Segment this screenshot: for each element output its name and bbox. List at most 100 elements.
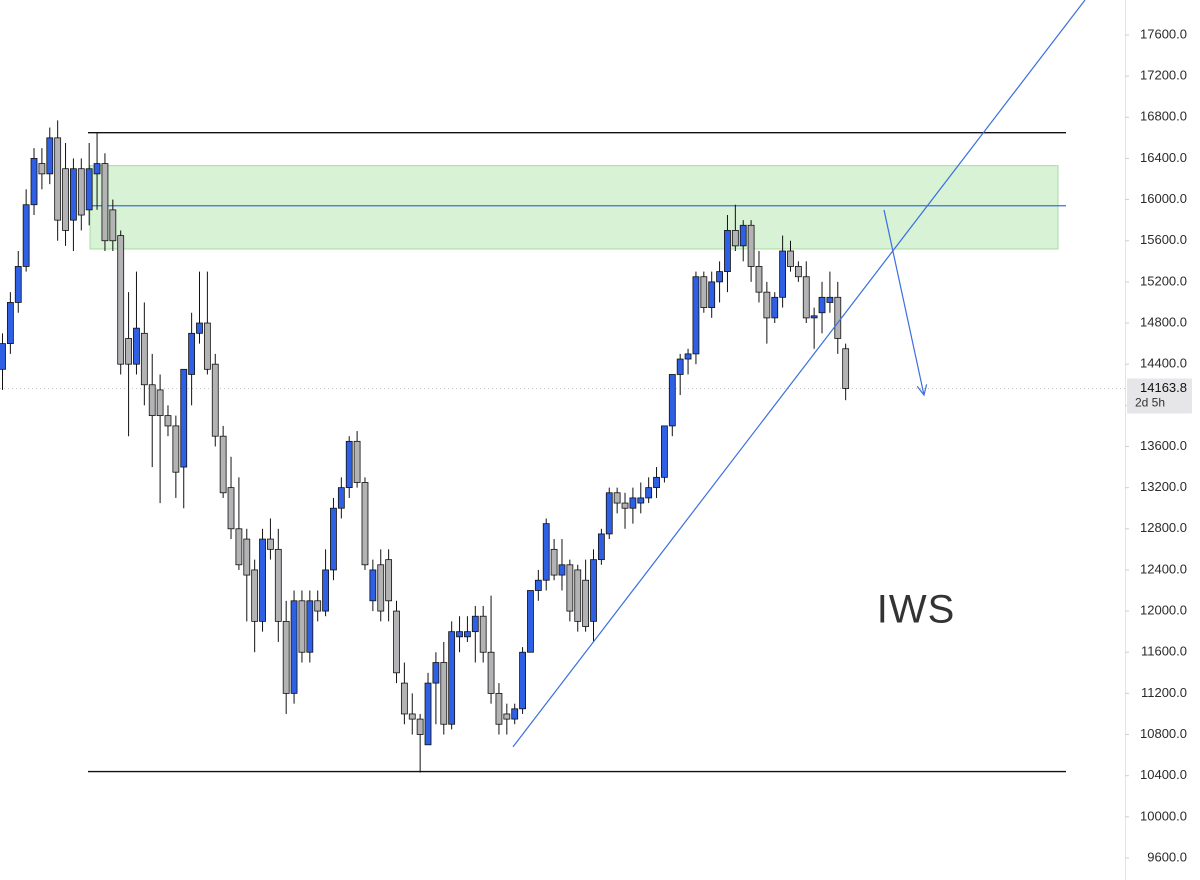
- watermark: IWS: [877, 588, 956, 632]
- candle-body-down: [802, 276, 810, 319]
- candle-body-up: [661, 425, 668, 478]
- candle-body-up: [810, 315, 818, 319]
- candle-body-up: [22, 204, 30, 267]
- candle-body-down: [487, 651, 495, 694]
- y-tick-label: 10400.0: [1140, 767, 1187, 782]
- y-tick-label: 10000.0: [1140, 808, 1187, 823]
- arrow-head: [916, 384, 928, 397]
- candle-body-up: [306, 600, 314, 653]
- candle-body-down: [117, 235, 125, 365]
- candle-body-down: [274, 548, 282, 622]
- candle-body-up: [345, 440, 353, 489]
- candle-body-down: [54, 137, 62, 221]
- y-tick-label: 17600.0: [1140, 26, 1187, 41]
- y-tick-label: 10800.0: [1140, 726, 1187, 741]
- candle-body-up: [464, 631, 471, 638]
- y-tick-label: 15200.0: [1140, 273, 1187, 288]
- candle-body-down: [38, 163, 46, 175]
- y-tick-label: 16000.0: [1140, 191, 1187, 206]
- candle-body-up: [676, 358, 684, 375]
- candle-body-down: [440, 662, 448, 725]
- candle-body-up: [432, 662, 440, 684]
- y-tick-label: 9600.0: [1147, 849, 1187, 864]
- candle-body-up: [527, 590, 534, 653]
- candle-body-up: [668, 374, 676, 427]
- candle-body-down: [495, 692, 503, 725]
- candle-body-down: [787, 250, 794, 267]
- candle-body-up: [180, 368, 188, 468]
- y-tick-label: 16400.0: [1140, 150, 1187, 165]
- candle-body-down: [582, 579, 590, 627]
- candle-body-down: [621, 502, 629, 509]
- candle-body-down: [267, 538, 274, 550]
- candle-body-up: [46, 137, 54, 175]
- candle-body-down: [503, 713, 511, 720]
- candle-body-up: [259, 538, 266, 622]
- price-axis-panel: [1125, 0, 1200, 880]
- candle-body-down: [353, 440, 361, 483]
- candle-body-up: [330, 507, 337, 571]
- candle-body-down: [794, 266, 802, 278]
- candle-body-down: [203, 322, 211, 370]
- candle-body-down: [227, 487, 235, 530]
- candle-body-up: [511, 708, 519, 720]
- candle-body-up: [30, 158, 38, 206]
- candle-body-down: [731, 230, 739, 247]
- candle-body-down: [361, 482, 369, 566]
- candle-body-down: [416, 718, 424, 735]
- candle-body-up: [471, 615, 479, 633]
- candle-body-down: [298, 600, 306, 653]
- supply-zone: [89, 165, 1059, 250]
- candle-body-up: [534, 579, 542, 591]
- candle-body-down: [211, 363, 219, 437]
- candle-body-down: [613, 492, 621, 504]
- candle-body-down: [400, 682, 408, 715]
- candle-body-down: [377, 564, 385, 612]
- candle-body-up: [290, 600, 298, 694]
- candle-body-up: [542, 523, 550, 581]
- candle-body-up: [424, 682, 432, 746]
- y-tick-label: 13200.0: [1140, 479, 1187, 494]
- countdown-label: 2d 5h: [1135, 396, 1165, 410]
- candle-body-down: [566, 564, 574, 612]
- drawings: [0, 132, 1125, 773]
- candle-body-up: [771, 296, 779, 319]
- y-tick-label: 12400.0: [1140, 561, 1187, 576]
- trendline: [512, 0, 1086, 748]
- y-tick-label: 14800.0: [1140, 314, 1187, 329]
- candle-body-down: [385, 559, 393, 602]
- candle-body-down: [251, 569, 259, 622]
- candle-body-up: [70, 168, 77, 221]
- candle-body-up: [692, 276, 700, 355]
- candle-body-down: [550, 548, 558, 576]
- candle-body-down: [156, 389, 164, 417]
- y-tick-label: 15600.0: [1140, 232, 1187, 247]
- candle-body-down: [77, 168, 85, 216]
- y-tick-label: 14400.0: [1140, 356, 1187, 371]
- candle-body-up: [519, 651, 526, 710]
- candle-body-down: [842, 348, 850, 389]
- candle-body-down: [393, 610, 400, 674]
- last-price-box: [1127, 378, 1192, 414]
- candle-body-up: [14, 266, 22, 303]
- candle-body-down: [834, 296, 842, 339]
- candle-body-up: [779, 250, 787, 298]
- candle-body-up: [448, 631, 456, 725]
- y-tick-label: 13600.0: [1140, 438, 1187, 453]
- candle-body-up: [739, 224, 747, 247]
- candle-body-up: [629, 497, 637, 509]
- candle-body-up: [188, 332, 196, 375]
- candles: [0, 120, 850, 773]
- candle-body-up: [133, 327, 140, 365]
- candle-body-down: [763, 291, 771, 319]
- candle-body-down: [243, 538, 251, 576]
- candle-body-down: [282, 620, 290, 694]
- candle-body-down: [62, 168, 69, 231]
- candle-body-up: [597, 533, 605, 561]
- y-tick-label: 17200.0: [1140, 68, 1187, 83]
- y-tick-label: 12000.0: [1140, 603, 1187, 618]
- y-tick-label: 16800.0: [1140, 109, 1187, 124]
- candle-body-up: [558, 564, 566, 576]
